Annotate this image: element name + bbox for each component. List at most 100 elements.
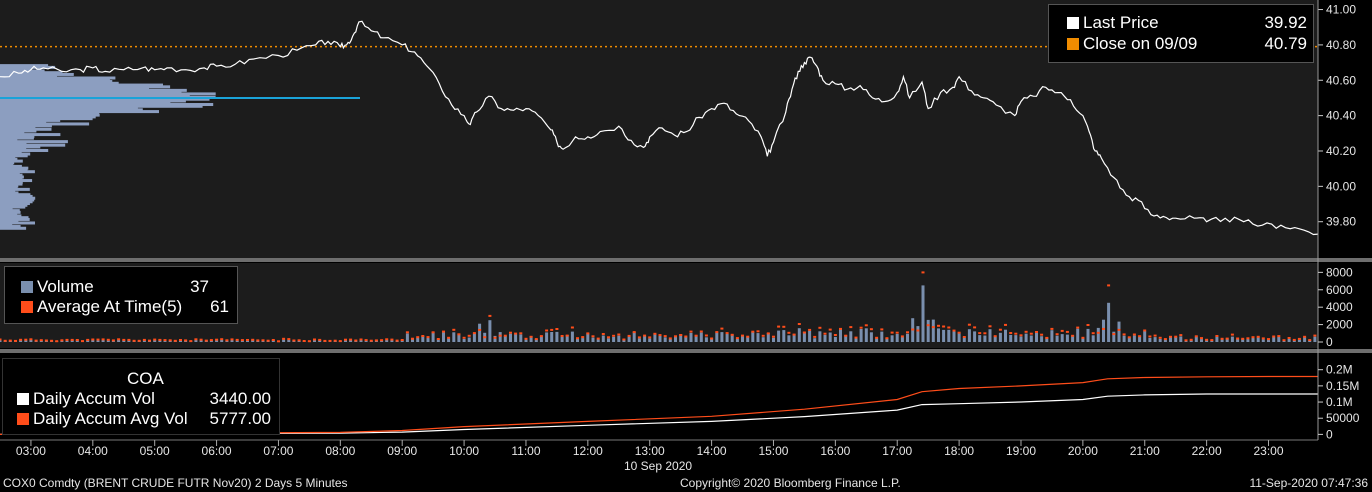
profile-bar (0, 210, 21, 214)
volume-bar (921, 285, 925, 342)
volume-bar (1210, 340, 1214, 342)
volume-bar (668, 339, 672, 342)
volume-bar (1076, 328, 1080, 342)
volume-bar (699, 332, 703, 342)
price-y-tick-label: 39.80 (1326, 215, 1356, 229)
x-tick-label: 12:00 (573, 444, 603, 458)
accum-avg-value: 5777.00 (209, 409, 271, 428)
avg-at-time-mark (452, 328, 456, 331)
profile-bar (0, 196, 36, 200)
volume-bar (411, 338, 414, 342)
volume-bar (890, 335, 894, 342)
volume-bar (478, 323, 482, 342)
profile-bar (0, 143, 66, 147)
avg-at-time-mark (1045, 336, 1049, 339)
profile-bar (0, 129, 37, 133)
profile-bar (0, 90, 182, 94)
profile-bar (0, 145, 41, 149)
panel-separator-1[interactable] (0, 258, 1372, 262)
profile-bar (0, 187, 30, 191)
avg-at-time-mark (586, 332, 590, 335)
profile-bar (0, 217, 30, 221)
avg-at-time-mark (952, 329, 956, 332)
profile-bar (0, 97, 210, 101)
volume-bar (493, 335, 497, 342)
profile-bar (0, 87, 149, 91)
avg-at-time-mark (993, 335, 997, 338)
profile-bar (0, 111, 99, 115)
profile-bar (0, 205, 26, 209)
volume-bar (849, 331, 853, 342)
avg-at-time-mark (1004, 323, 1007, 326)
avg-at-time-mark (1215, 335, 1219, 337)
volume-bar (885, 338, 889, 342)
avg-at-time-mark (421, 335, 425, 337)
avg-at-time-mark (967, 323, 971, 326)
volume-bar (1241, 339, 1245, 342)
avg-at-time-mark (1236, 337, 1240, 340)
volume-bar (1246, 339, 1250, 342)
volume-y-tick-label: 6000 (1326, 283, 1353, 297)
avg-at-time-mark (715, 331, 719, 334)
avg-at-time-mark (545, 329, 549, 332)
profile-bar (0, 152, 31, 156)
volume-bar (1055, 335, 1059, 342)
accum-avg-label: Daily Accum Avg Vol (33, 409, 188, 428)
last-price-value: 39.92 (1264, 13, 1307, 32)
profile-bar (0, 189, 16, 193)
profile-bar (0, 71, 63, 75)
avg-at-time-mark (189, 340, 193, 343)
avg-at-time-mark (550, 328, 554, 331)
volume-bar (978, 335, 982, 342)
avg-at-time-mark (338, 340, 342, 343)
avg-at-time-mark (29, 338, 33, 341)
avg-at-time-mark (978, 332, 982, 335)
profile-bar (0, 113, 100, 117)
panel-separator-2[interactable] (0, 349, 1372, 353)
volume-bar (1220, 339, 1224, 342)
avg-at-time-mark (911, 328, 915, 331)
avg-at-time-mark (266, 339, 270, 342)
avg-at-time-mark (39, 339, 43, 342)
volume-bar (127, 340, 131, 342)
volume-bar (142, 340, 146, 342)
avg-at-time-mark (854, 336, 858, 339)
avg-at-time-mark (122, 338, 126, 341)
volume-bar (957, 332, 961, 342)
x-tick-label: 23:00 (1253, 444, 1283, 458)
x-tick-label: 22:00 (1192, 444, 1222, 458)
volume-bar (1277, 337, 1281, 342)
volume-bar (622, 339, 626, 342)
avg-at-time-mark (859, 326, 863, 329)
avg-at-time-mark (1096, 331, 1100, 334)
avg-at-time-mark (467, 334, 471, 337)
avg-at-time-mark (906, 331, 909, 334)
volume-bar (710, 338, 714, 342)
volume-bar (1148, 338, 1152, 342)
avg-at-time-mark (101, 338, 105, 341)
avg-at-time-mark (802, 331, 806, 334)
avg-at-time-mark (869, 328, 873, 331)
profile-bar (0, 200, 33, 204)
avg-at-time-mark (1184, 339, 1188, 342)
volume-bar (431, 332, 435, 342)
x-tick-label: 19:00 (1006, 444, 1036, 458)
profile-bar (0, 103, 214, 107)
legend-close: Close on 09/09 (1067, 34, 1197, 54)
avg-at-time-mark (34, 339, 38, 342)
avg-at-time-mark (313, 338, 316, 341)
x-tick-label: 03:00 (16, 444, 46, 458)
avg-at-time-mark (349, 338, 353, 341)
avg-at-time-mark (1035, 331, 1038, 333)
profile-bar (0, 92, 216, 96)
volume-bar (679, 334, 683, 342)
avg-at-time-mark (1267, 338, 1270, 341)
volume-bar (730, 334, 734, 342)
volume-bar (833, 336, 837, 342)
volume-bar (648, 338, 652, 342)
close-swatch (1067, 38, 1079, 50)
avg-at-time-mark (1086, 324, 1090, 326)
avg-at-time-mark (411, 337, 414, 340)
avg-at-time-mark (818, 326, 822, 329)
avg-at-time-mark (900, 335, 904, 338)
